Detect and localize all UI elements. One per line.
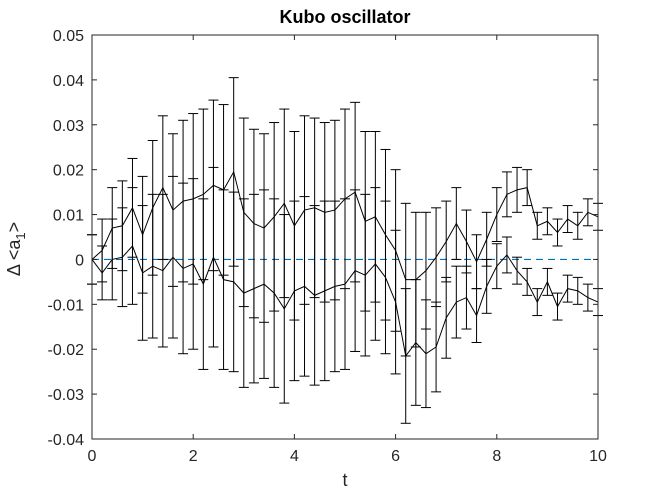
error-bar	[188, 178, 199, 350]
error-bar	[380, 200, 391, 355]
y-axis-label-subscript: 1	[13, 232, 28, 239]
error-bar	[319, 200, 330, 382]
y-tick-label: -0.03	[48, 387, 85, 404]
error-bar	[269, 198, 280, 388]
error-bar	[218, 189, 229, 370]
error-bar	[491, 243, 502, 290]
error-bar	[522, 169, 533, 207]
error-bar	[491, 187, 502, 242]
y-axis-label-suffix: >	[4, 222, 24, 233]
series-2	[87, 166, 603, 424]
error-bar	[178, 182, 189, 355]
error-bar	[117, 207, 128, 308]
y-tick-label: 0.04	[53, 73, 84, 90]
error-bar	[572, 276, 583, 305]
y-tick-label: -0.01	[48, 297, 85, 314]
x-tick-label: 6	[391, 448, 400, 465]
error-bar	[471, 288, 482, 343]
error-bar	[228, 191, 239, 373]
error-bar	[127, 187, 138, 305]
error-bar	[542, 207, 553, 236]
error-bar	[481, 211, 492, 267]
error-bar	[400, 288, 411, 424]
error-bar	[360, 193, 371, 357]
plot-area	[87, 34, 603, 440]
y-tick-label: 0.05	[53, 28, 84, 45]
y-axis-ticks: -0.04 -0.03 -0.02 -0.01 0 0.01 0.02 0.03 0.04 0.0…	[48, 28, 598, 449]
x-axis-label: t	[342, 470, 347, 490]
axes-box	[91, 34, 599, 440]
error-bar	[329, 200, 340, 373]
error-bar	[562, 205, 573, 234]
error-bar	[441, 276, 452, 359]
error-bar	[309, 205, 320, 386]
error-bar	[461, 265, 472, 330]
error-bar	[208, 166, 219, 348]
error-bar	[471, 234, 482, 290]
error-bar	[289, 200, 300, 382]
error-bar	[340, 198, 350, 370]
y-tick-label: -0.04	[48, 432, 85, 449]
error-bar	[370, 187, 381, 341]
error-bar	[390, 229, 401, 375]
error-bar	[420, 299, 431, 409]
error-bar	[572, 211, 583, 240]
y-axis-label-prefix: Δ <a	[4, 239, 24, 277]
error-bar	[410, 279, 421, 406]
error-bar	[501, 236, 512, 274]
error-bar	[167, 175, 178, 339]
error-bar	[147, 193, 158, 339]
error-bar	[97, 245, 108, 301]
error-bar	[198, 198, 209, 370]
error-bar	[248, 193, 259, 384]
x-axis-ticks: 0 2 4 6 8 10	[88, 35, 607, 465]
chart-title: Kubo oscillator	[279, 7, 410, 27]
x-tick-label: 2	[189, 448, 198, 465]
error-bar	[279, 214, 290, 404]
y-tick-label: 0.01	[53, 208, 84, 225]
y-tick-label: 0	[75, 252, 84, 269]
error-bar	[512, 256, 523, 285]
error-bar	[512, 166, 523, 213]
y-tick-label: -0.02	[48, 342, 85, 359]
error-bar	[501, 171, 512, 218]
x-tick-label: 0	[88, 448, 97, 465]
error-bar	[461, 209, 472, 274]
error-bar	[542, 267, 553, 296]
error-bar	[299, 196, 310, 377]
x-tick-label: 8	[492, 448, 501, 465]
error-bar	[451, 187, 462, 260]
error-bar	[552, 292, 563, 321]
error-bar	[350, 189, 361, 352]
error-bar	[582, 283, 593, 312]
error-bar	[552, 218, 563, 247]
error-bar	[441, 200, 452, 283]
error-bar	[562, 274, 573, 303]
error-bar	[157, 193, 168, 348]
error-bar	[259, 189, 270, 379]
error-bar	[481, 258, 492, 314]
x-tick-label: 10	[589, 448, 607, 465]
error-bar	[431, 207, 442, 308]
error-bar	[532, 288, 543, 317]
y-tick-label: 0.02	[53, 163, 84, 180]
error-bar	[137, 205, 148, 341]
error-bar	[431, 301, 442, 393]
error-bar	[451, 265, 462, 339]
x-tick-label: 4	[290, 448, 299, 465]
error-bar	[107, 218, 118, 301]
y-tick-label: 0.03	[53, 118, 84, 135]
error-bar	[532, 211, 543, 240]
error-bar	[238, 198, 249, 388]
error-bar	[582, 198, 593, 227]
y-axis-label: Δ <a1>	[4, 222, 28, 276]
error-bar	[522, 267, 533, 296]
